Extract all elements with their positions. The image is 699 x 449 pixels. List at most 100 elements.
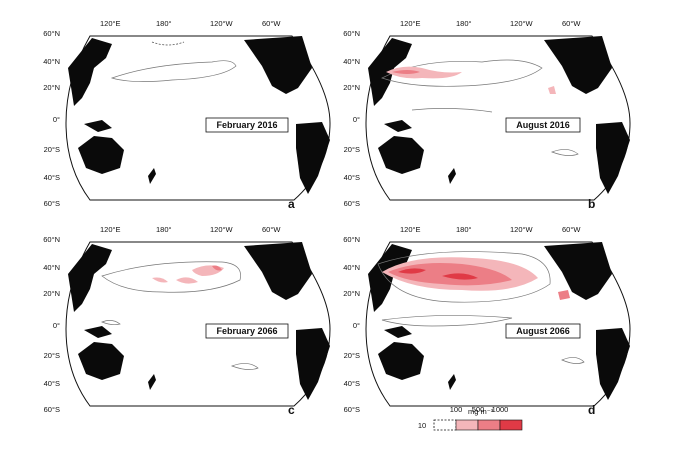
contour-10 bbox=[377, 251, 551, 303]
lon-label: 60°W bbox=[262, 225, 281, 234]
lat-label: 20°S bbox=[44, 145, 60, 154]
lat-label: 0° bbox=[53, 321, 60, 330]
lat-label: 20°N bbox=[43, 83, 60, 92]
contour-10-eq bbox=[381, 315, 513, 327]
lat-label: 20°N bbox=[43, 289, 60, 298]
panel-letter: c bbox=[288, 403, 295, 417]
plume-100-east bbox=[548, 86, 556, 94]
ocean-outline bbox=[65, 241, 331, 407]
lat-label: 40°S bbox=[44, 173, 60, 182]
land-south-america bbox=[296, 328, 330, 400]
lat-label: 40°N bbox=[43, 57, 60, 66]
lat-label: 60°N bbox=[343, 29, 360, 38]
contour-10 bbox=[101, 261, 241, 293]
lon-label: 120°W bbox=[510, 19, 534, 28]
land-australia bbox=[78, 136, 124, 174]
map-panel-a: February 2016 a 120°E 180° 120°W 60°W 60… bbox=[43, 19, 331, 211]
lat-label: 60°S bbox=[344, 405, 360, 414]
lat-label: 60°N bbox=[343, 235, 360, 244]
land-indonesia bbox=[384, 120, 412, 132]
land-new-zealand bbox=[448, 374, 456, 390]
panel-title: February 2016 bbox=[216, 120, 277, 130]
plume-1000 bbox=[442, 273, 478, 280]
land-australia bbox=[378, 342, 424, 380]
lon-label: 60°W bbox=[262, 19, 281, 28]
map-panel-c: February 2066 c 120°E 180° 120°W 60°W 60… bbox=[43, 225, 331, 417]
lon-label: 120°E bbox=[100, 225, 121, 234]
legend-swatch bbox=[477, 419, 501, 431]
lon-label: 120°E bbox=[100, 19, 121, 28]
contour-10 bbox=[381, 59, 543, 87]
legend-swatch bbox=[499, 419, 523, 431]
lon-label: 180° bbox=[156, 225, 172, 234]
lon-label: 180° bbox=[156, 19, 172, 28]
lon-label: 60°W bbox=[562, 225, 581, 234]
panel-title-box bbox=[505, 117, 581, 133]
lat-label: 60°S bbox=[44, 199, 60, 208]
land-asia bbox=[68, 38, 112, 106]
panel-title: February 2066 bbox=[216, 326, 277, 336]
land-new-zealand bbox=[148, 168, 156, 184]
land-indonesia bbox=[84, 120, 112, 132]
lat-label: 60°N bbox=[43, 29, 60, 38]
land-new-zealand bbox=[448, 168, 456, 184]
land-asia bbox=[368, 244, 412, 312]
lon-label: 120°W bbox=[510, 225, 534, 234]
land-south-america bbox=[296, 122, 330, 194]
plume-500 bbox=[212, 265, 222, 271]
land-asia bbox=[68, 244, 112, 312]
land-new-zealand bbox=[148, 374, 156, 390]
lat-label: 40°N bbox=[43, 263, 60, 272]
land-australia bbox=[378, 136, 424, 174]
lat-label: 60°S bbox=[344, 199, 360, 208]
legend-tick: 500 bbox=[472, 405, 485, 414]
map-panel-b: August 2016 b 120°E 180° 120°W 60°W 60°N… bbox=[343, 19, 631, 211]
land-north-america bbox=[544, 36, 612, 94]
legend-tick: 1000 bbox=[492, 405, 509, 414]
lon-label: 120°E bbox=[400, 19, 421, 28]
lat-label: 20°N bbox=[343, 83, 360, 92]
lat-label: 20°S bbox=[344, 145, 360, 154]
lon-label: 120°E bbox=[400, 225, 421, 234]
contour-10 bbox=[110, 60, 237, 82]
legend-tick: 100 bbox=[450, 405, 463, 414]
map-panel-d: August 2066 d 120°E 180° 120°W 60°W 60°N… bbox=[343, 225, 631, 417]
lat-label: 60°N bbox=[43, 235, 60, 244]
lat-label: 20°S bbox=[344, 351, 360, 360]
contour-10-south bbox=[561, 357, 585, 364]
lat-label: 0° bbox=[53, 115, 60, 124]
legend-tick: 10 bbox=[418, 421, 426, 430]
land-australia bbox=[78, 342, 124, 380]
legend-swatch bbox=[455, 419, 479, 431]
panel-title-box bbox=[205, 323, 289, 339]
ocean-outline bbox=[65, 35, 331, 201]
panel-title-box bbox=[505, 323, 581, 339]
lat-label: 40°N bbox=[343, 57, 360, 66]
plume-500-east bbox=[558, 290, 570, 300]
land-north-america bbox=[244, 36, 312, 94]
panel-title: August 2066 bbox=[516, 326, 570, 336]
panel-title-box bbox=[205, 117, 289, 133]
land-north-america bbox=[244, 242, 312, 300]
panel-letter: a bbox=[288, 197, 295, 211]
land-north-america bbox=[544, 242, 612, 300]
plume-100 bbox=[386, 66, 462, 79]
plume-100 bbox=[152, 277, 168, 283]
panel-title: August 2016 bbox=[516, 120, 570, 130]
land-south-america bbox=[596, 328, 630, 400]
lon-label: 60°W bbox=[562, 19, 581, 28]
contour-dashed bbox=[151, 41, 185, 46]
legend-unit: mg m⁻³ bbox=[468, 407, 494, 416]
contour-10-south bbox=[551, 149, 579, 156]
contour-10-eq bbox=[411, 108, 493, 113]
lat-label: 0° bbox=[353, 321, 360, 330]
legend: mg m⁻³ 10 100 500 1000 bbox=[418, 405, 523, 431]
plume-500 bbox=[392, 70, 420, 74]
contour-10-south bbox=[231, 363, 259, 370]
lat-label: 60°S bbox=[44, 405, 60, 414]
panel-letter: b bbox=[588, 197, 595, 211]
lon-label: 120°W bbox=[210, 225, 234, 234]
lon-label: 180° bbox=[456, 225, 472, 234]
lon-label: 120°W bbox=[210, 19, 234, 28]
legend-swatch bbox=[433, 419, 457, 431]
